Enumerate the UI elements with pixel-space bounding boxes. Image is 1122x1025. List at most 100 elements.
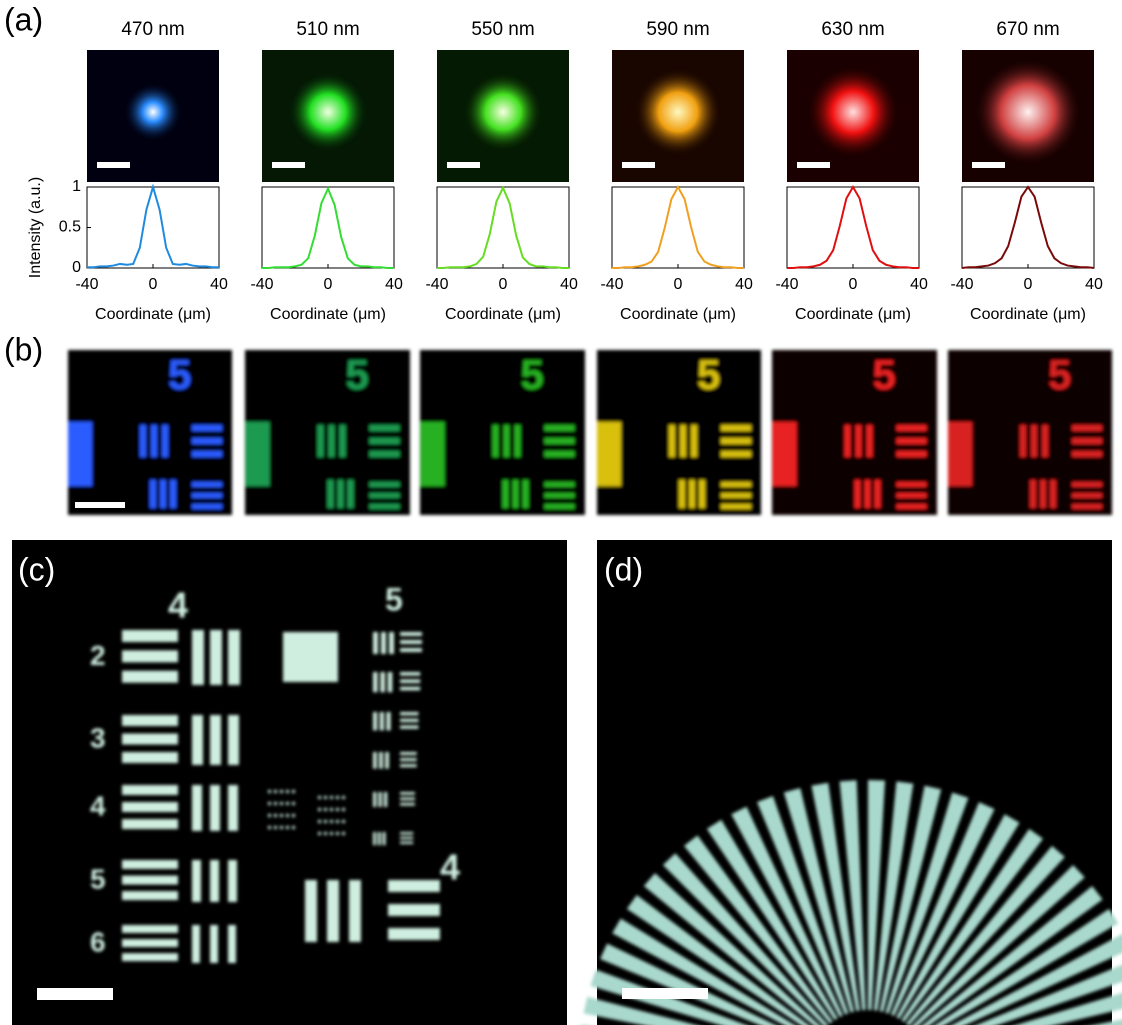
target-bar (192, 715, 203, 765)
star-spoke (731, 806, 843, 1018)
target-digit: 2 (90, 640, 106, 671)
target-bar (400, 797, 415, 801)
target-bar (330, 796, 333, 799)
x-axis-label: Coordinate (μm) (95, 306, 211, 323)
plot-frame (786, 186, 920, 269)
target-bar (122, 939, 178, 948)
target-bar (400, 841, 414, 844)
target-bar (383, 792, 388, 807)
star-spoke (612, 918, 795, 1025)
target-bar (228, 715, 239, 765)
target-bar (192, 860, 201, 902)
scale-bar (447, 162, 480, 168)
x-tick-label: -40 (600, 276, 623, 293)
x-tick-label: 0 (149, 276, 158, 293)
target-bar (388, 880, 440, 892)
target-bar (292, 814, 295, 817)
target-bar (400, 802, 415, 806)
target-bar (378, 792, 382, 807)
star-spoke (1094, 1019, 1122, 1025)
x-axis-label: Coordinate (μm) (620, 306, 736, 323)
target-bar (274, 814, 277, 817)
star-spoke (952, 934, 1122, 1025)
panel-label: (d) (604, 551, 643, 587)
target-bar (122, 752, 178, 764)
target-bar (318, 820, 321, 823)
star-spoke (935, 908, 1119, 1025)
psf-images (87, 50, 1094, 182)
star-spoke (912, 864, 1085, 1025)
line (87, 183, 219, 269)
plot-frame (611, 186, 745, 269)
target-bar (336, 796, 339, 799)
target-bar (268, 814, 271, 817)
target-bar (192, 925, 200, 963)
target-bar (318, 808, 321, 811)
target-bar (342, 820, 345, 823)
target-bar (122, 860, 178, 869)
target-bar (292, 826, 295, 829)
x-tick-label: 40 (560, 276, 578, 293)
target-bar (400, 679, 421, 684)
psf-spot (634, 68, 722, 156)
line (961, 185, 1095, 269)
x-tick-label: -40 (425, 276, 448, 293)
x-tick-label: 0 (674, 276, 683, 293)
target-bar (280, 802, 283, 805)
target-bar (122, 630, 178, 642)
target-bar (400, 672, 421, 676)
x-tick-label: 40 (385, 276, 403, 293)
star-spoke (1016, 992, 1122, 1025)
plot-frame (961, 186, 1095, 269)
scale-bar (797, 162, 830, 168)
x-axis-label: Coordinate (μm) (445, 306, 561, 323)
star-spoke (783, 788, 854, 1013)
panel-label: (c) (18, 551, 55, 587)
target-bar (379, 712, 384, 731)
target-bar (386, 712, 391, 731)
target-bar (400, 758, 417, 762)
target-bar (324, 832, 327, 835)
target-bar (122, 875, 178, 885)
siemens-star (581, 780, 1122, 1025)
target-bar (342, 796, 345, 799)
chart-title: 670 nm (996, 19, 1059, 40)
x-tick-label: -40 (75, 276, 98, 293)
x-tick-label: -40 (775, 276, 798, 293)
target-bar (400, 725, 419, 729)
x-tick-label: 40 (735, 276, 753, 293)
y-tick-label: 1 (72, 178, 81, 195)
x-axis-label: Coordinate (μm) (970, 306, 1086, 323)
target-bar (210, 630, 222, 685)
target-bar (280, 790, 283, 793)
star-spoke (868, 780, 886, 1011)
star-spoke (643, 873, 820, 1025)
target-bar (400, 718, 419, 723)
target-digit: 3 (90, 722, 106, 753)
line (262, 186, 394, 269)
target-bar (349, 880, 361, 942)
target-bar (122, 715, 178, 726)
scale-bar (272, 162, 305, 168)
target-bar (292, 790, 295, 793)
target-bar (388, 928, 440, 940)
target-bar (373, 752, 377, 769)
target-bar (381, 632, 386, 654)
target-image-c: 4 5 4 2 3 4 5 6 (90, 581, 460, 963)
x-tick-label: 0 (324, 276, 333, 293)
star-spoke (879, 785, 942, 1012)
target-bar (228, 925, 236, 963)
target-bar (228, 860, 237, 902)
target-bar (292, 802, 295, 805)
target-bar (122, 819, 178, 830)
psf-spot (974, 58, 1082, 166)
target-bar (400, 832, 414, 835)
target-bar (268, 790, 271, 793)
target-digit: 4 (168, 585, 188, 626)
scale-bar (622, 988, 708, 999)
star-spoke (662, 853, 829, 1025)
star-spoke (684, 835, 833, 1024)
target-digit: 6 (90, 926, 106, 957)
plot-frame (436, 186, 570, 269)
line (437, 185, 569, 269)
